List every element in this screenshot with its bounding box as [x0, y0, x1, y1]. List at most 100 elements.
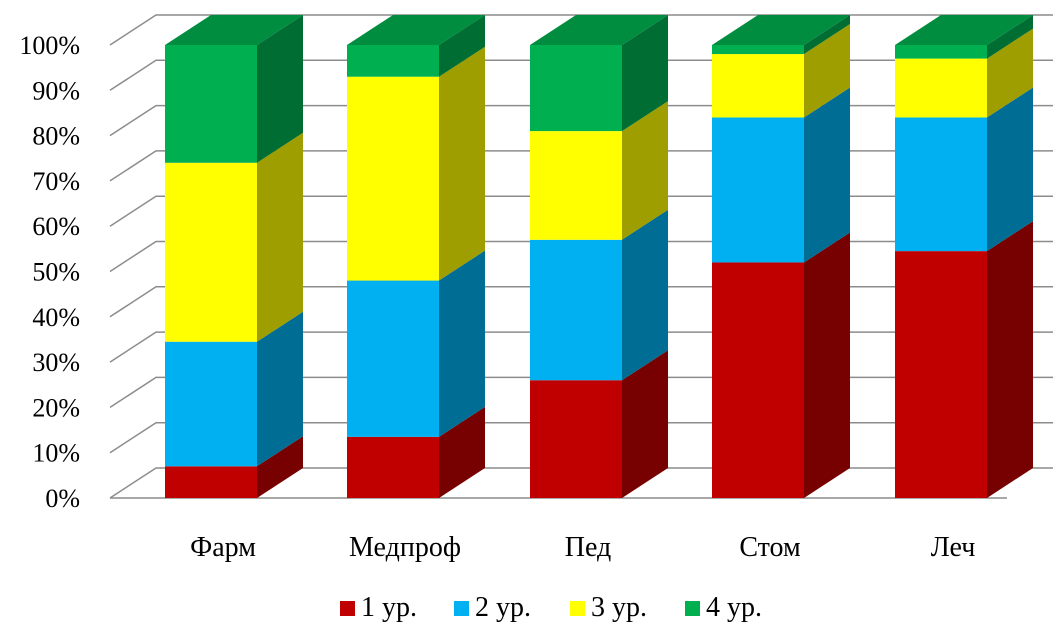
x-category-label: Медпроф [349, 532, 461, 563]
y-axis-ticks: 0% 10% 20% 30% 40% 50% 60% 70% 80% 90% 100% [19, 31, 80, 513]
bar-stack [712, 15, 850, 498]
bar-segment [712, 15, 850, 55]
bar-side [987, 87, 1033, 252]
bar-top [712, 15, 850, 45]
bar-segment [347, 15, 485, 77]
bar-stack [530, 15, 668, 498]
bar-top [347, 15, 485, 45]
bar-side [257, 15, 303, 163]
bar-side [439, 46, 485, 281]
bar-segment [712, 24, 850, 118]
bar-side [804, 15, 850, 55]
legend-label: 4 ур. [706, 592, 762, 623]
bar-side [257, 436, 303, 498]
y-tick-label: 10% [32, 439, 80, 468]
bars [165, 15, 1033, 499]
bar-segment [165, 436, 303, 498]
y-tick-label: 0% [45, 484, 80, 513]
bar-side [987, 15, 1033, 59]
y-tick-label: 100% [19, 31, 80, 60]
legend-item: 3 ур. [570, 592, 647, 623]
bar-top [165, 15, 303, 45]
bar-segment [895, 87, 1033, 252]
bar-front [165, 341, 257, 467]
y-tick-label: 50% [32, 258, 80, 287]
bar-side [804, 24, 850, 118]
bar-front [712, 262, 804, 498]
legend-swatch [685, 601, 700, 616]
legend-item: 4 ур. [685, 592, 762, 623]
bar-segment [895, 15, 1033, 59]
legend-item: 2 ур. [454, 592, 531, 623]
legend-label: 2 ур. [475, 592, 531, 623]
bar-side [257, 311, 303, 467]
bar-front [895, 117, 987, 252]
bar-front [712, 45, 804, 55]
bar-side [439, 406, 485, 498]
bar-front [530, 45, 622, 132]
bar-side [257, 132, 303, 342]
bar-segment [165, 15, 303, 163]
bar-segment [165, 132, 303, 342]
bar-front [347, 436, 439, 498]
legend-label: 3 ур. [591, 592, 647, 623]
bar-front [712, 117, 804, 263]
bar-front [712, 54, 804, 118]
bar-front [347, 45, 439, 77]
y-tick-label: 30% [32, 348, 80, 377]
bar-side [987, 221, 1033, 499]
bar-front [530, 131, 622, 240]
bar-segment [530, 101, 668, 240]
bar-top [895, 15, 1033, 45]
bar-front [347, 280, 439, 437]
bar-side [439, 15, 485, 77]
bar-side [804, 87, 850, 263]
x-category-label: Леч [931, 532, 976, 563]
bar-side [804, 232, 850, 498]
legend-item: 1 ур. [340, 592, 417, 623]
legend-swatch [570, 601, 585, 616]
bar-side [622, 350, 668, 498]
bar-segment [530, 350, 668, 498]
y-tick-label: 90% [32, 76, 80, 105]
bar-side [622, 101, 668, 240]
bar-front [165, 466, 257, 498]
bar-front [895, 58, 987, 118]
bar-front [530, 239, 622, 381]
legend-swatch [454, 601, 469, 616]
bar-side [622, 209, 668, 381]
bar-segment [712, 232, 850, 498]
y-tick-label: 80% [32, 122, 80, 151]
bar-segment [347, 250, 485, 437]
y-tick-label: 20% [32, 393, 80, 422]
bar-side [622, 15, 668, 132]
bar-segment [712, 87, 850, 263]
bar-segment [895, 221, 1033, 499]
bar-stack [347, 15, 485, 498]
bar-segment [895, 28, 1033, 118]
gridline [109, 14, 1053, 46]
x-category-label: Фарм [190, 532, 256, 563]
bar-front [347, 76, 439, 281]
bar-front [895, 251, 987, 498]
bar-segment [530, 15, 668, 132]
bar-segment [347, 406, 485, 498]
x-category-label: Пед [565, 532, 612, 563]
bar-front [165, 45, 257, 163]
bar-side [439, 250, 485, 437]
legend: 1 ур. 2 ур. 3 ур. 4 ур. [340, 592, 762, 623]
legend-swatch [340, 601, 355, 616]
bar-stack [895, 15, 1033, 499]
y-tick-label: 70% [32, 167, 80, 196]
bar-front [530, 380, 622, 498]
bar-side [987, 28, 1033, 118]
bar-front [165, 162, 257, 342]
bar-segment [530, 209, 668, 381]
y-tick-label: 60% [32, 212, 80, 241]
bar-segment [165, 311, 303, 467]
x-category-label: Стом [739, 532, 801, 563]
legend-label: 1 ур. [361, 592, 417, 623]
bar-stack [165, 15, 303, 498]
bar-top [530, 15, 668, 45]
